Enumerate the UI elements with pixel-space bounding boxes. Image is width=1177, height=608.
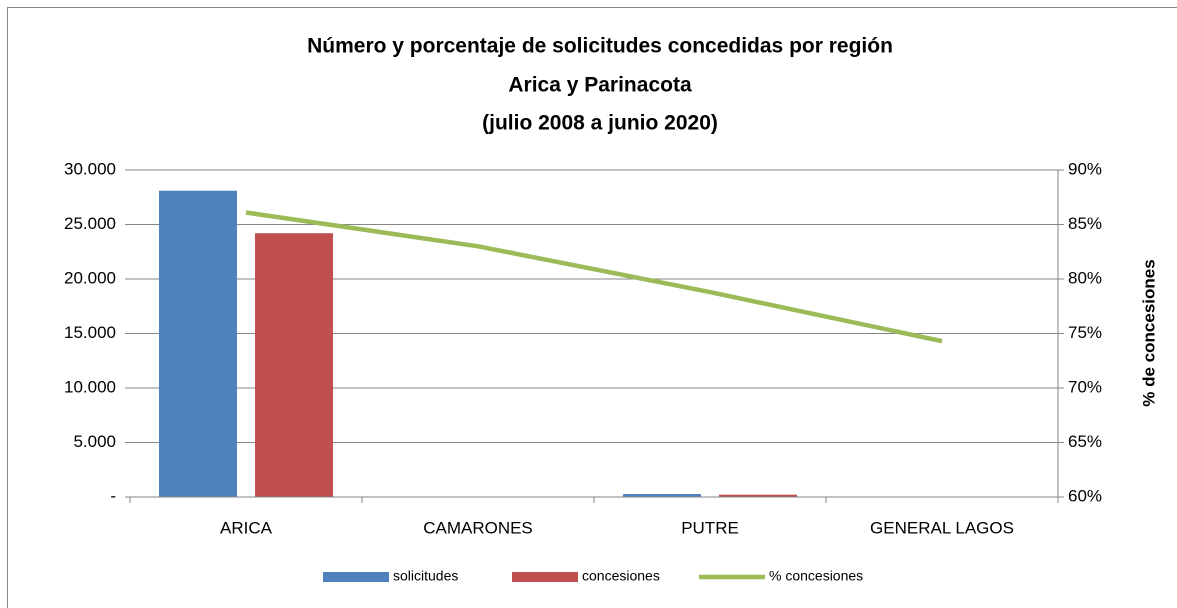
bar <box>719 494 797 497</box>
chart-title: Arica y Parinacota <box>508 74 692 97</box>
bar <box>623 494 701 497</box>
bar <box>255 233 333 497</box>
x-tick-label: GENERAL LAGOS <box>870 518 1014 537</box>
y2-tick-label: 60% <box>1068 486 1102 505</box>
legend-label: solicitudes <box>393 568 458 584</box>
y2-tick-label: 70% <box>1068 377 1102 396</box>
y2-tick-label: 80% <box>1068 268 1102 287</box>
y-tick-label: 25.000 <box>64 214 116 233</box>
y-tick-label: 15.000 <box>64 323 116 342</box>
legend-label: % concesiones <box>769 568 863 584</box>
chart-title: Número y porcentaje de solicitudes conce… <box>307 35 893 58</box>
legend-swatch <box>323 572 389 582</box>
line-series <box>245 210 943 344</box>
y2-tick-label: 65% <box>1068 432 1102 451</box>
y-tick-label: 10.000 <box>64 377 116 396</box>
y2-tick-label: 90% <box>1068 159 1102 178</box>
y-tick-label: - <box>110 486 116 505</box>
y2-tick-label: 75% <box>1068 323 1102 342</box>
x-tick-label: PUTRE <box>681 518 739 537</box>
x-tick-label: CAMARONES <box>423 518 533 537</box>
y2-tick-label: 85% <box>1068 214 1102 233</box>
bar <box>159 190 237 497</box>
legend-swatch <box>512 572 578 582</box>
y-tick-label: 20.000 <box>64 268 116 287</box>
y-tick-label: 5.000 <box>73 432 116 451</box>
y2-axis-label: % de concesiones <box>1139 259 1158 406</box>
x-tick-label: ARICA <box>220 518 273 537</box>
y-tick-label: 30.000 <box>64 159 116 178</box>
chart-title: (julio 2008 a junio 2020) <box>482 112 718 135</box>
legend-label: concesiones <box>582 568 660 584</box>
